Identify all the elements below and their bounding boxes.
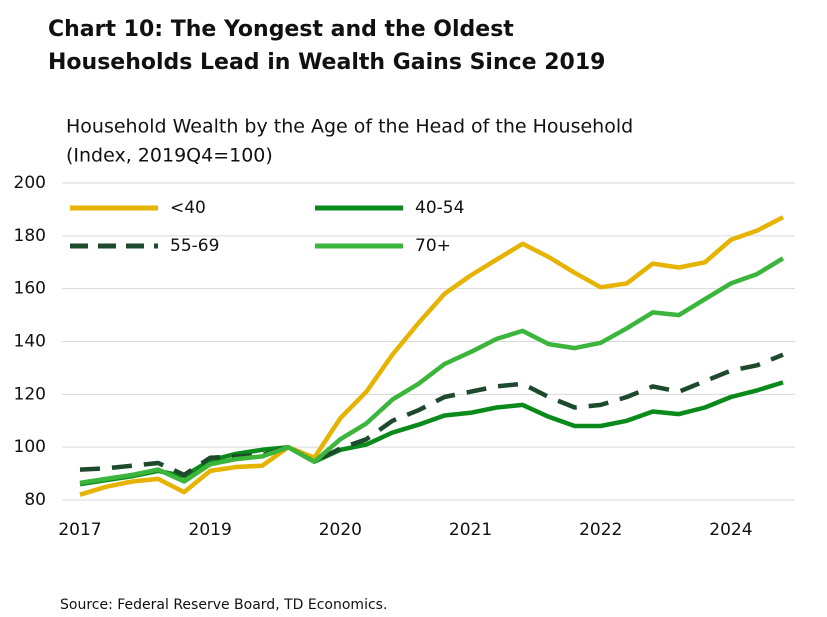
- x-tick-label: 2024: [709, 520, 752, 540]
- y-tick-label: 100: [14, 437, 46, 457]
- x-tick-label: 2020: [319, 520, 362, 540]
- source-note: Source: Federal Reserve Board, TD Econom…: [60, 597, 387, 613]
- chart-subtitle: (Index, 2019Q4=100): [66, 145, 273, 167]
- x-tick-label: 2021: [449, 520, 492, 540]
- y-tick-label: 180: [14, 226, 46, 246]
- legend-label: 70+: [415, 236, 451, 256]
- x-tick-label: 2019: [189, 520, 232, 540]
- series-line: [79, 215, 785, 497]
- x-tick-label: 2022: [579, 520, 622, 540]
- y-tick-label: 160: [14, 279, 46, 299]
- y-tick-label: 200: [14, 173, 46, 193]
- x-tick-label: 2017: [58, 520, 101, 540]
- series-line: [79, 256, 785, 486]
- series-line: [79, 380, 784, 487]
- y-tick-label: 120: [14, 384, 46, 404]
- y-tick-label: 140: [14, 332, 46, 352]
- y-tick-label: 80: [24, 490, 46, 510]
- chart-subtitle: Household Wealth by the Age of the Head …: [66, 116, 633, 138]
- chart-title: Households Lead in Wealth Gains Since 20…: [48, 50, 605, 75]
- legend-label: <40: [170, 198, 206, 218]
- legend-label: 40-54: [415, 198, 464, 218]
- series-line: [79, 352, 784, 478]
- legend-label: 55-69: [170, 236, 219, 256]
- chart-title: Chart 10: The Yongest and the Oldest: [48, 17, 514, 42]
